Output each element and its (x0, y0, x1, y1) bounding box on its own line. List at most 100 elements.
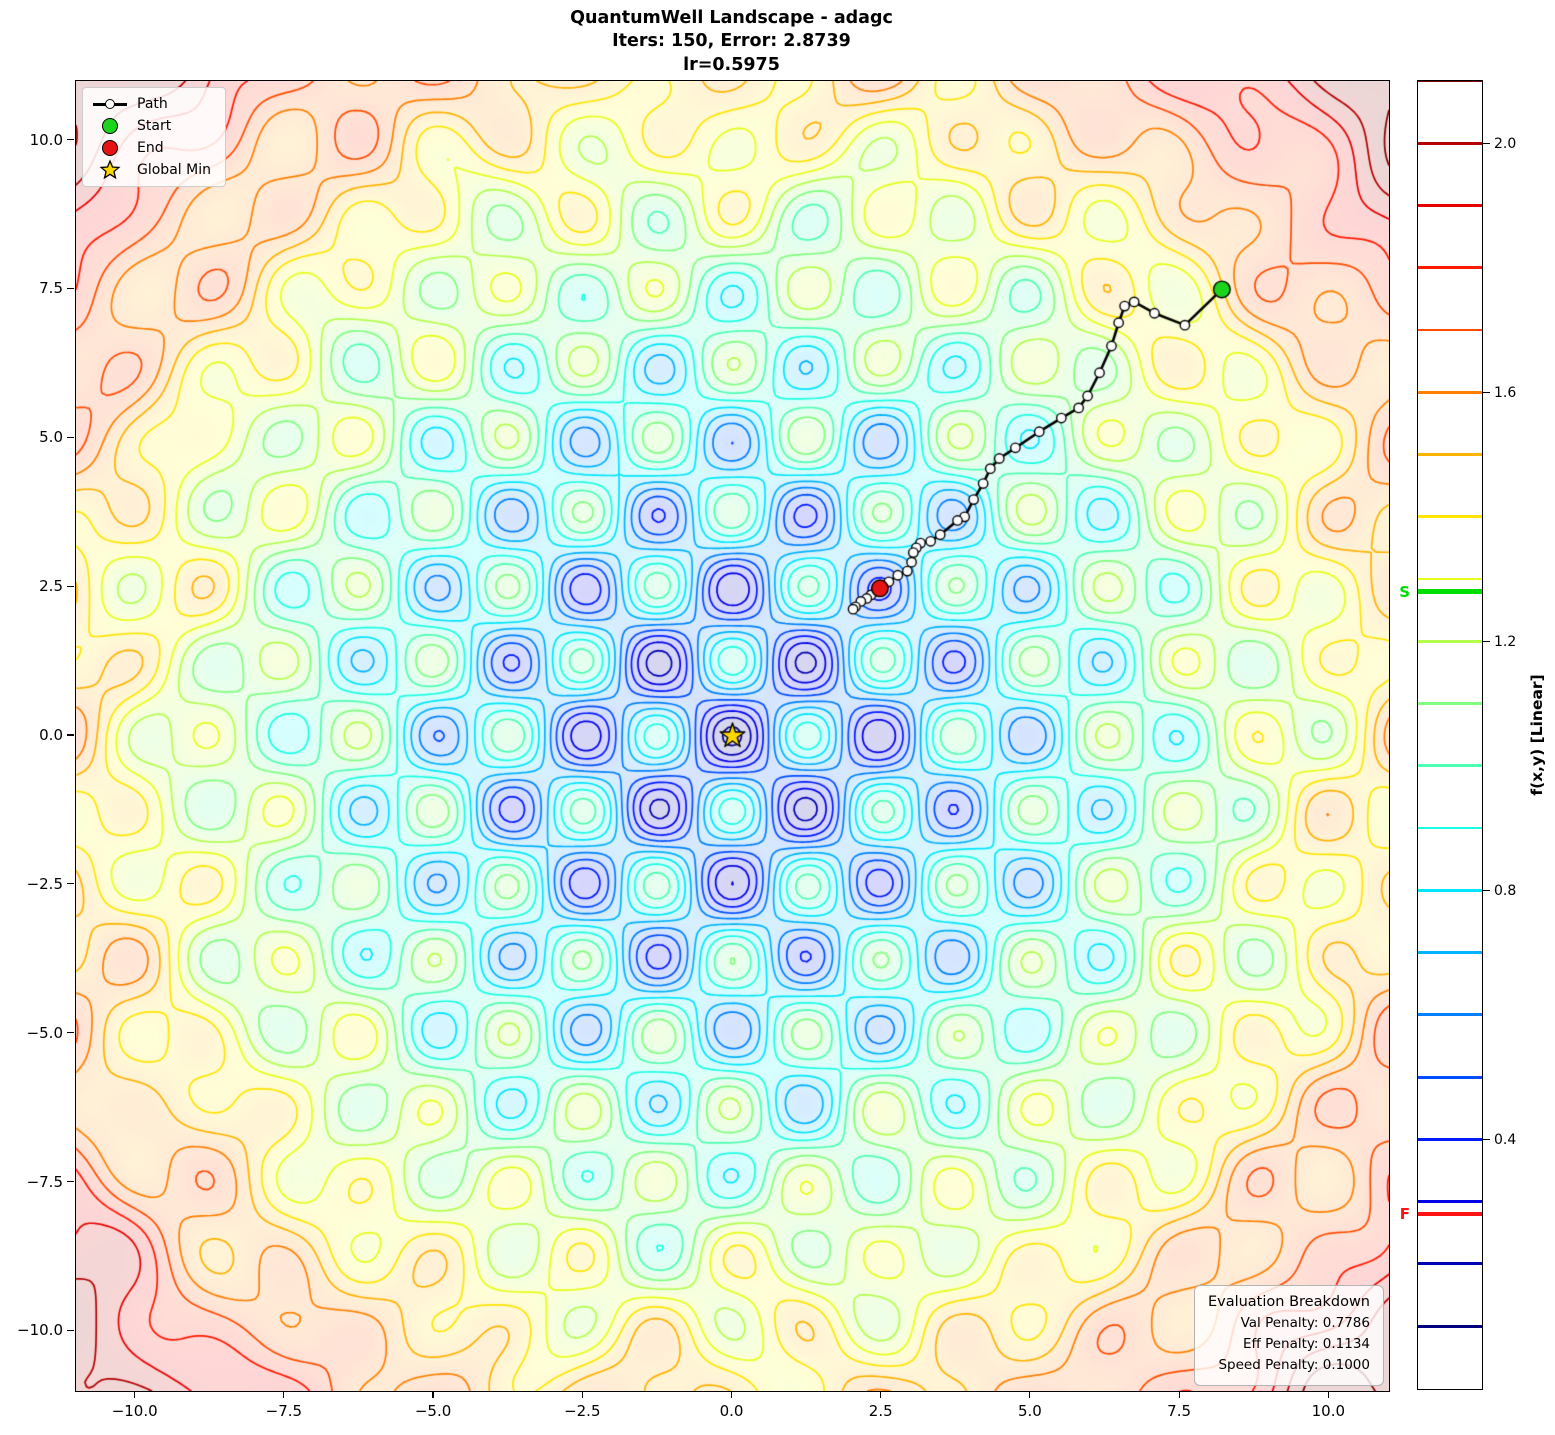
legend-item-global-min: Global Min (93, 159, 211, 180)
colorbar-level-line (1418, 266, 1482, 270)
x-tick-label: 7.5 (1167, 1402, 1192, 1420)
x-tick-label: −5.0 (414, 1402, 452, 1420)
x-tick-label: 5.0 (1017, 1402, 1042, 1420)
x-tick-label: 0.0 (719, 1402, 744, 1420)
end-circle-icon (93, 139, 127, 157)
y-tick-mark (66, 1032, 74, 1034)
y-tick-label: −2.5 (26, 874, 63, 893)
eff-penalty: Eff Penalty: 0.1134 (1242, 1336, 1370, 1353)
title-line-2: Iters: 150, Error: 2.8739 (612, 31, 851, 52)
y-tick-label: 10.0 (29, 130, 63, 149)
evaluation-box: Evaluation Breakdown Val Penalty: 0.7786… (1193, 1285, 1384, 1386)
y-tick-mark (66, 585, 74, 587)
y-tick-mark (66, 1329, 74, 1332)
x-tick-label: −7.5 (265, 1402, 303, 1420)
legend-label-path: Path (137, 96, 168, 112)
y-tick-label: 2.5 (39, 577, 63, 596)
colorbar-tick-label: 2.0 (1494, 135, 1517, 152)
path-line-icon (93, 95, 127, 113)
colorbar-level-line (1418, 951, 1482, 954)
colorbar-tick-mark (1483, 1139, 1490, 1141)
colorbar-level-line (1418, 453, 1482, 456)
x-tick-label: 2.5 (868, 1402, 893, 1420)
end-dot (102, 140, 118, 156)
colorbar-final-value-line (1418, 1211, 1482, 1217)
y-tick-mark (66, 883, 74, 885)
legend-label-global-min: Global Min (137, 162, 211, 178)
title-line-1: QuantumWell Landscape - adagc (570, 8, 893, 28)
colorbar-level-line (1418, 141, 1482, 145)
colorbar-tick-mark (1483, 641, 1490, 643)
y-tick-label: −7.5 (26, 1172, 63, 1191)
legend-label-end: End (137, 140, 164, 156)
colorbar-level-line (1418, 1262, 1482, 1266)
colorbar-level-line (1418, 204, 1482, 207)
colorbar-final-label: F (1399, 1205, 1410, 1224)
x-tick-mark (880, 1391, 882, 1399)
val-penalty: Val Penalty: 0.7786 (1240, 1315, 1370, 1332)
x-tick-mark (1178, 1391, 1180, 1399)
colorbar-tick-label: 1.2 (1494, 633, 1517, 650)
colorbar-level-line (1418, 888, 1482, 892)
colorbar-start-value-line (1418, 589, 1482, 594)
y-tick-label: −10.0 (17, 1321, 63, 1340)
colorbar-level-line (1418, 1324, 1482, 1328)
legend-item-start: Start (93, 117, 211, 135)
x-tick-label: −10.0 (111, 1402, 158, 1420)
y-tick-label: 0.0 (39, 726, 63, 744)
colorbar-level-line (1418, 515, 1482, 519)
start-circle-icon (93, 117, 127, 135)
x-tick-mark (1327, 1391, 1329, 1399)
colorbar-tick-mark (1483, 142, 1490, 145)
legend-label-start: Start (137, 118, 172, 134)
contour-plot: Path Start End Global M (75, 80, 1390, 1392)
colorbar-level-line (1418, 328, 1482, 332)
colorbar-level-line (1418, 702, 1482, 705)
path-marker-icon (105, 99, 115, 109)
legend-item-end: End (93, 139, 211, 157)
evaluation-box-title: Evaluation Breakdown (1207, 1294, 1370, 1311)
star-icon (93, 159, 127, 180)
x-tick-mark (581, 1391, 583, 1399)
colorbar-level-line (1418, 1200, 1482, 1204)
star-glyph (99, 159, 121, 180)
y-tick-mark (66, 734, 74, 736)
x-tick-mark (134, 1391, 136, 1399)
y-tick-mark (66, 436, 74, 438)
title-line-3: lr=0.5975 (683, 54, 780, 75)
legend: Path Start End Global M (82, 87, 226, 187)
y-tick-mark (66, 287, 74, 289)
y-tick-mark (66, 138, 74, 141)
speed-penalty: Speed Penalty: 0.1000 (1218, 1357, 1370, 1374)
colorbar-level-line (1418, 1137, 1482, 1141)
colorbar-start-label: S (1399, 582, 1410, 601)
colorbar-level-line (1418, 81, 1482, 83)
y-tick-label: 7.5 (39, 279, 63, 298)
x-tick-mark (283, 1391, 285, 1399)
x-tick-mark (1029, 1391, 1031, 1399)
x-tick-mark (432, 1391, 434, 1399)
colorbar-tick-label: 0.4 (1494, 1131, 1517, 1148)
colorbar-tick-mark (1483, 890, 1490, 892)
colorbar-level-line (1418, 764, 1482, 768)
colorbar-level-line (1418, 1075, 1482, 1079)
colorbar-tick-label: 0.8 (1494, 882, 1517, 899)
colorbar-level-line (1418, 639, 1482, 643)
colorbar-axis-label: f(x,y) [Linear] (1528, 674, 1546, 796)
y-tick-label: −5.0 (26, 1023, 63, 1042)
colorbar (1417, 80, 1483, 1390)
contour-canvas (76, 81, 1389, 1391)
legend-item-path: Path (93, 95, 211, 113)
x-tick-label: 10.0 (1311, 1402, 1346, 1420)
colorbar-tick-label: 1.6 (1494, 384, 1517, 401)
x-tick-label: −2.5 (564, 1402, 601, 1420)
chart-title: QuantumWell Landscape - adagc Iters: 150… (75, 7, 1388, 77)
colorbar-level-line (1418, 577, 1482, 581)
y-tick-label: 5.0 (39, 428, 63, 447)
colorbar-tick-mark (1483, 391, 1490, 394)
colorbar-level-line (1418, 390, 1482, 394)
x-tick-mark (730, 1391, 733, 1399)
colorbar-level-line (1418, 1013, 1482, 1017)
y-tick-mark (66, 1180, 74, 1183)
